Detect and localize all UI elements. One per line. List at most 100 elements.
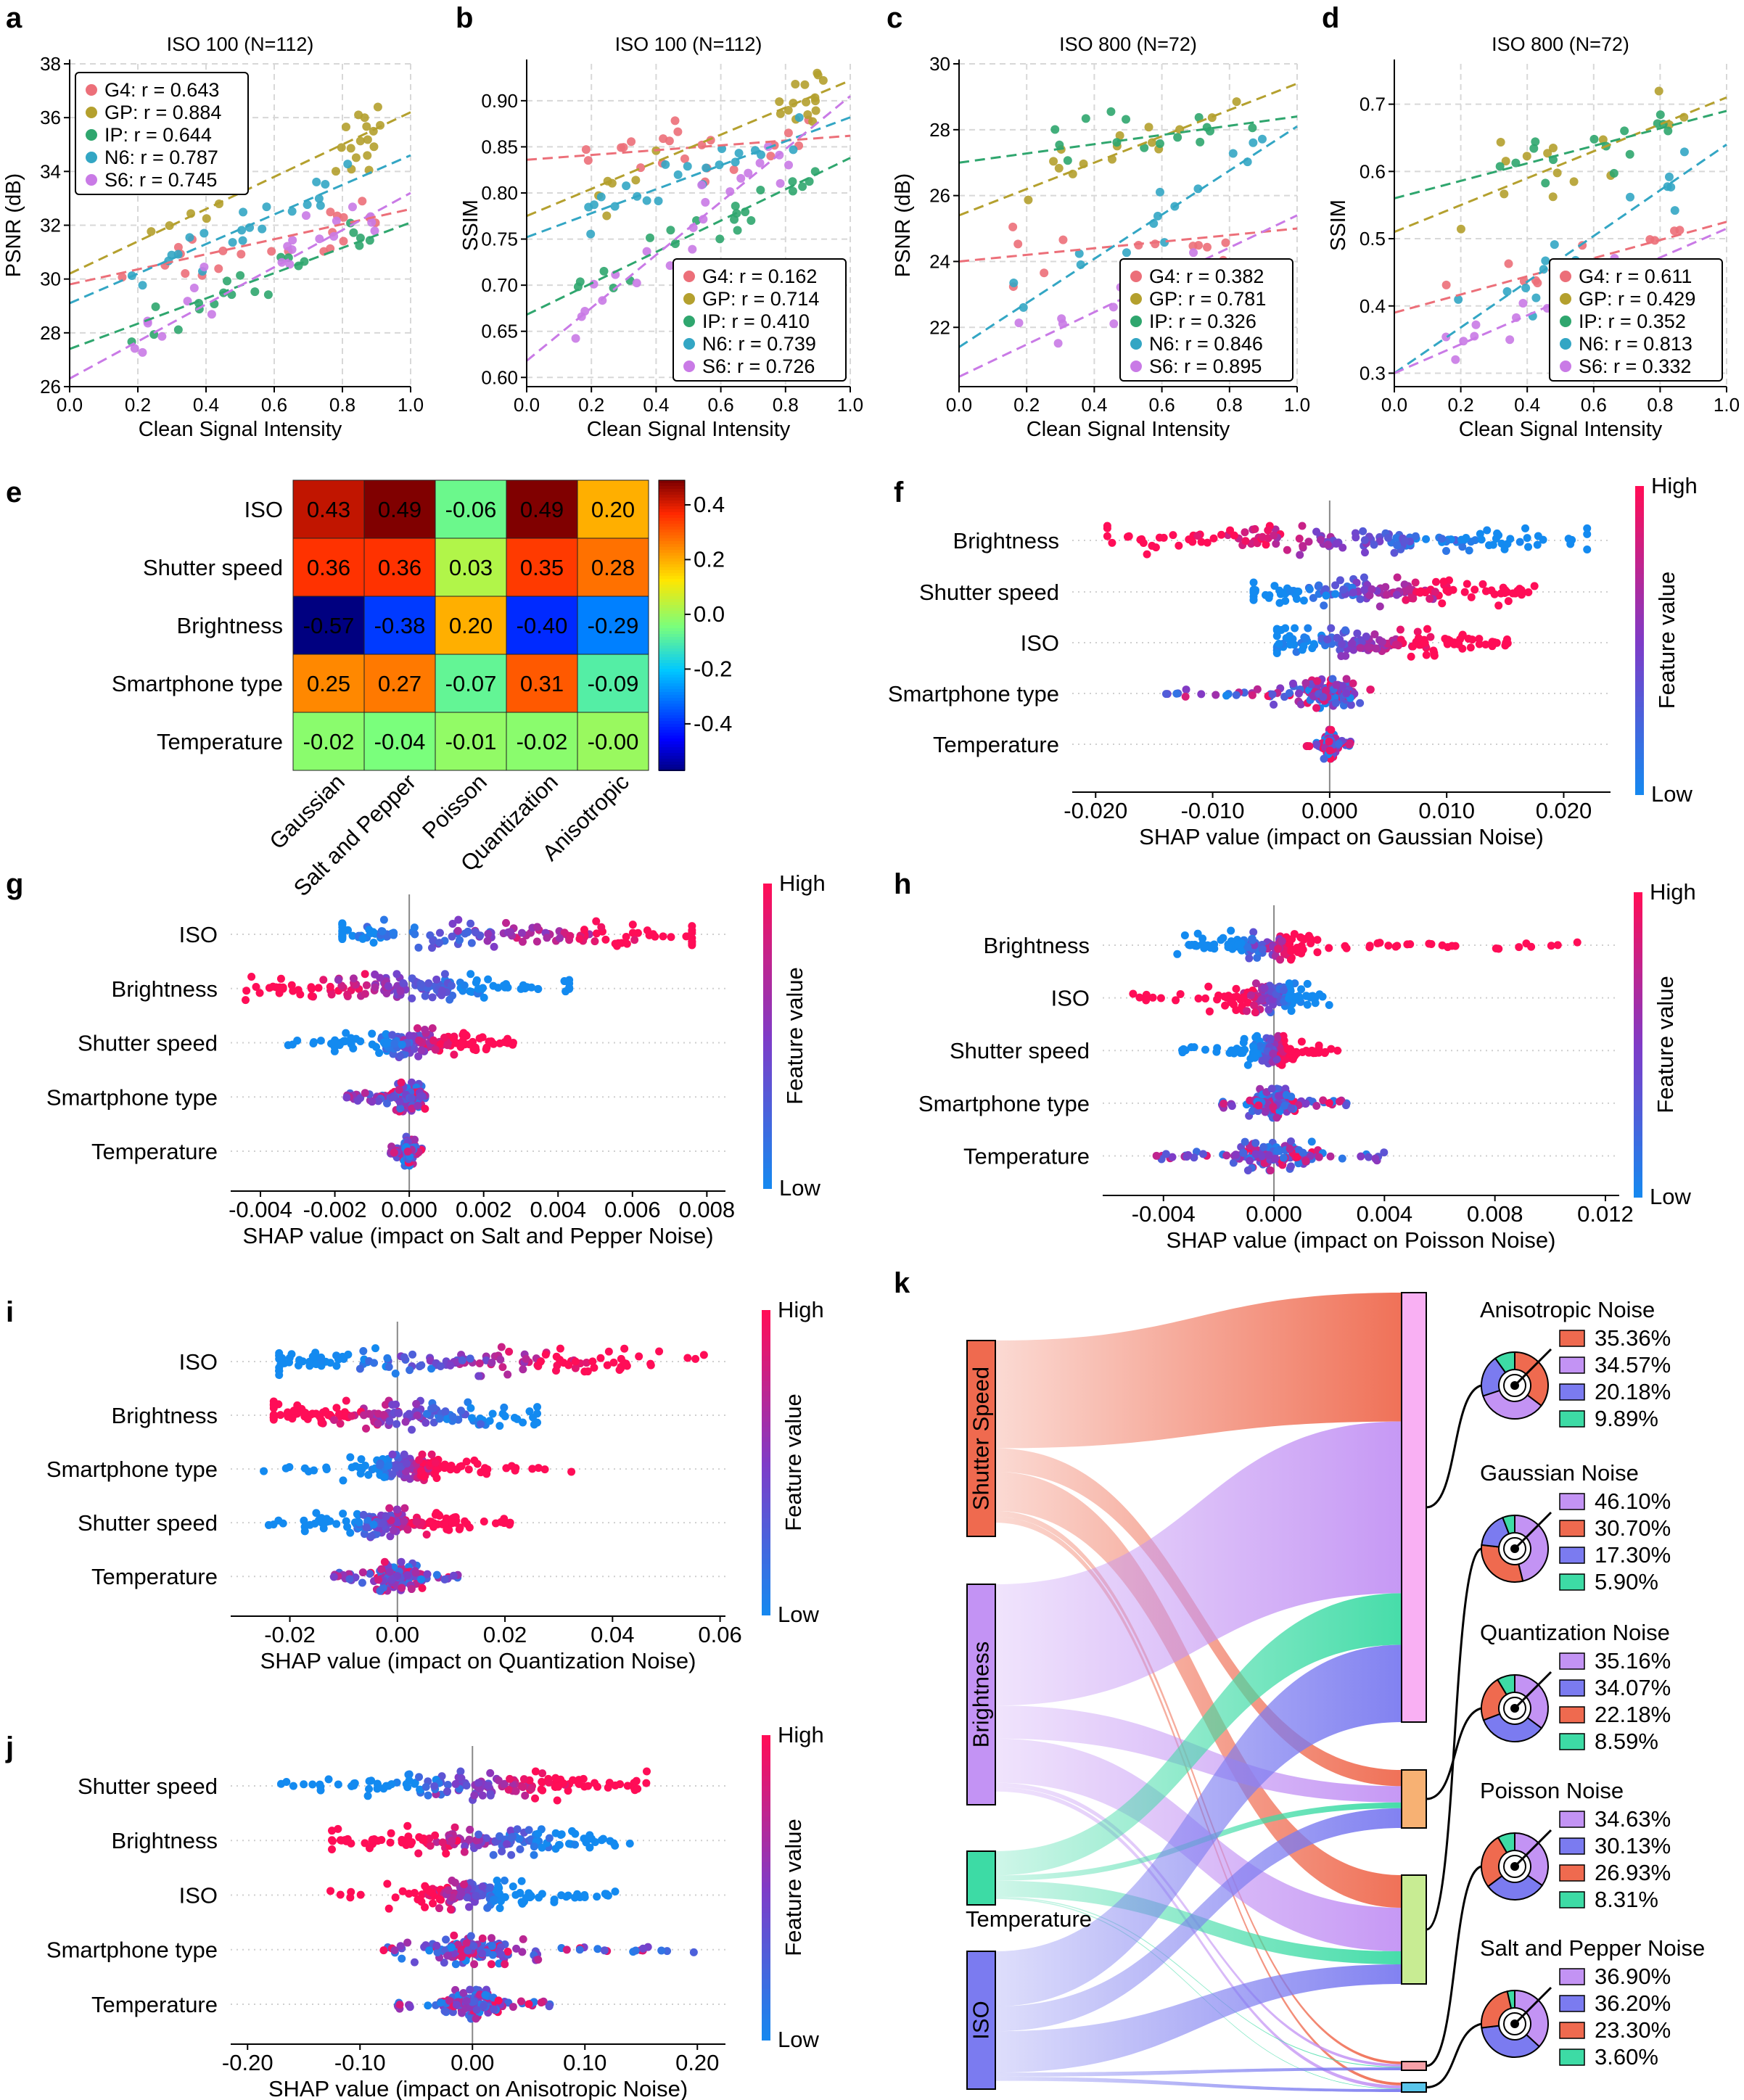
shap-dot <box>1259 1142 1268 1151</box>
shap-dot <box>386 1838 395 1847</box>
colorbar-segment <box>763 985 772 991</box>
colorbar-segment <box>1635 619 1644 626</box>
data-point-gp <box>360 113 369 123</box>
shap-dot <box>1249 928 1258 936</box>
shap-dot <box>1249 1001 1258 1010</box>
shap-dot <box>371 970 379 979</box>
shap-dot <box>1273 1034 1282 1042</box>
shap-dot <box>413 1024 421 1033</box>
colorbar-segment <box>762 1913 770 1919</box>
legend-label: N6: r = 0.846 <box>1149 333 1263 355</box>
shap-dot <box>462 1997 471 2005</box>
data-point-gp <box>373 102 382 112</box>
colorbar-segment <box>1635 501 1644 508</box>
x-tick-label: -0.02 <box>264 1622 316 1647</box>
shap-dot <box>396 987 405 995</box>
shap-dot <box>397 1078 406 1087</box>
colorbar-segment <box>659 599 685 603</box>
heatmap-cell-label: -0.38 <box>374 613 426 638</box>
data-point-g4 <box>627 137 636 147</box>
shap-dot <box>1230 531 1238 540</box>
colorbar-segment <box>762 1574 770 1580</box>
colorbar-segment <box>1634 1100 1642 1106</box>
shap-dot <box>1142 996 1151 1005</box>
colorbar-segment <box>1635 645 1644 651</box>
shap-dot <box>456 1042 465 1051</box>
shap-dot <box>275 1351 284 1360</box>
shap-dot <box>480 1518 488 1526</box>
shap-dot <box>424 2001 432 2010</box>
x-tick-label: 0.000 <box>1301 798 1358 823</box>
shap-dot <box>1392 590 1401 599</box>
shap-dot <box>1227 1102 1236 1111</box>
shap-dot <box>483 1903 492 1912</box>
shap-dot <box>417 1361 426 1370</box>
shap-dot <box>408 1838 416 1847</box>
shap-dot <box>400 1353 408 1362</box>
legend-label: S6: r = 0.726 <box>702 355 815 377</box>
colorbar-segment <box>762 1579 770 1585</box>
shap-dot <box>329 1415 338 1424</box>
colorbar-segment <box>1634 1019 1642 1025</box>
heatmap-cell <box>506 479 578 539</box>
data-point-s6 <box>632 279 641 288</box>
shap-dot <box>599 1835 608 1843</box>
shap-dot <box>399 979 408 987</box>
colorbar-segment <box>762 1832 770 1837</box>
shap-feature-label: ISO <box>1021 630 1059 656</box>
shap-dot <box>593 1782 602 1791</box>
shap-dot <box>1251 1053 1259 1062</box>
shap-dot <box>326 982 334 991</box>
heatmap-cell-label: 0.20 <box>449 613 493 638</box>
heatmap-cell-label: -0.07 <box>445 671 497 696</box>
colorbar-segment <box>763 970 772 976</box>
shap-dot <box>1583 530 1592 538</box>
fit-line-n6 <box>526 116 851 239</box>
shap-dot <box>363 1792 372 1800</box>
shap-dot <box>1333 633 1341 642</box>
shap-dot <box>284 1041 292 1050</box>
data-point-s6 <box>665 261 675 271</box>
shap-dot <box>1449 585 1457 594</box>
shap-dot <box>287 1350 296 1359</box>
shap-feature-label: ISO <box>179 1349 218 1375</box>
colorbar-segment <box>1635 593 1644 600</box>
colorbar-segment <box>1635 522 1644 528</box>
shap-dot <box>417 980 426 989</box>
colorbar-segment <box>1634 963 1642 969</box>
colorbar-segment <box>763 914 772 920</box>
shap-dot <box>1407 652 1415 661</box>
shap-dot <box>1307 1137 1316 1146</box>
colorbar-segment <box>762 1599 770 1605</box>
shap-dot <box>388 1470 397 1478</box>
shap-dot <box>667 933 675 942</box>
data-point-s6 <box>784 160 794 170</box>
colorbar-segment <box>1634 1177 1642 1182</box>
shap-dot <box>1181 692 1190 701</box>
data-point-ip <box>715 234 725 244</box>
data-point-s6 <box>736 173 746 183</box>
shap-dot <box>475 1359 484 1368</box>
colorbar-segment <box>1634 973 1642 979</box>
shap-dot <box>567 1467 576 1476</box>
shap-dot <box>440 1034 449 1042</box>
shap-dot <box>347 1463 356 1472</box>
y-tick-label: 30 <box>929 53 950 75</box>
heatmap-cell-label: 0.27 <box>378 671 421 696</box>
data-point-s6 <box>1451 355 1460 364</box>
shap-dot <box>442 1935 451 1944</box>
colorbar-title: Feature value <box>1654 572 1679 709</box>
shap-dot <box>1483 526 1492 535</box>
shap-dot <box>447 981 456 990</box>
data-point-s6 <box>1505 335 1515 345</box>
shap-dot <box>445 1525 453 1534</box>
shap-dot <box>1239 1038 1248 1047</box>
x-tick-label: 0.4 <box>643 394 669 416</box>
colorbar-high-label: High <box>1650 879 1696 905</box>
colorbar-segment <box>1634 1055 1642 1061</box>
legend-marker-ip <box>1560 316 1571 327</box>
colorbar-segment <box>763 1026 772 1032</box>
shap-dot <box>464 1398 472 1407</box>
shap-dot <box>1230 1049 1238 1058</box>
shap-dot <box>369 1520 378 1529</box>
